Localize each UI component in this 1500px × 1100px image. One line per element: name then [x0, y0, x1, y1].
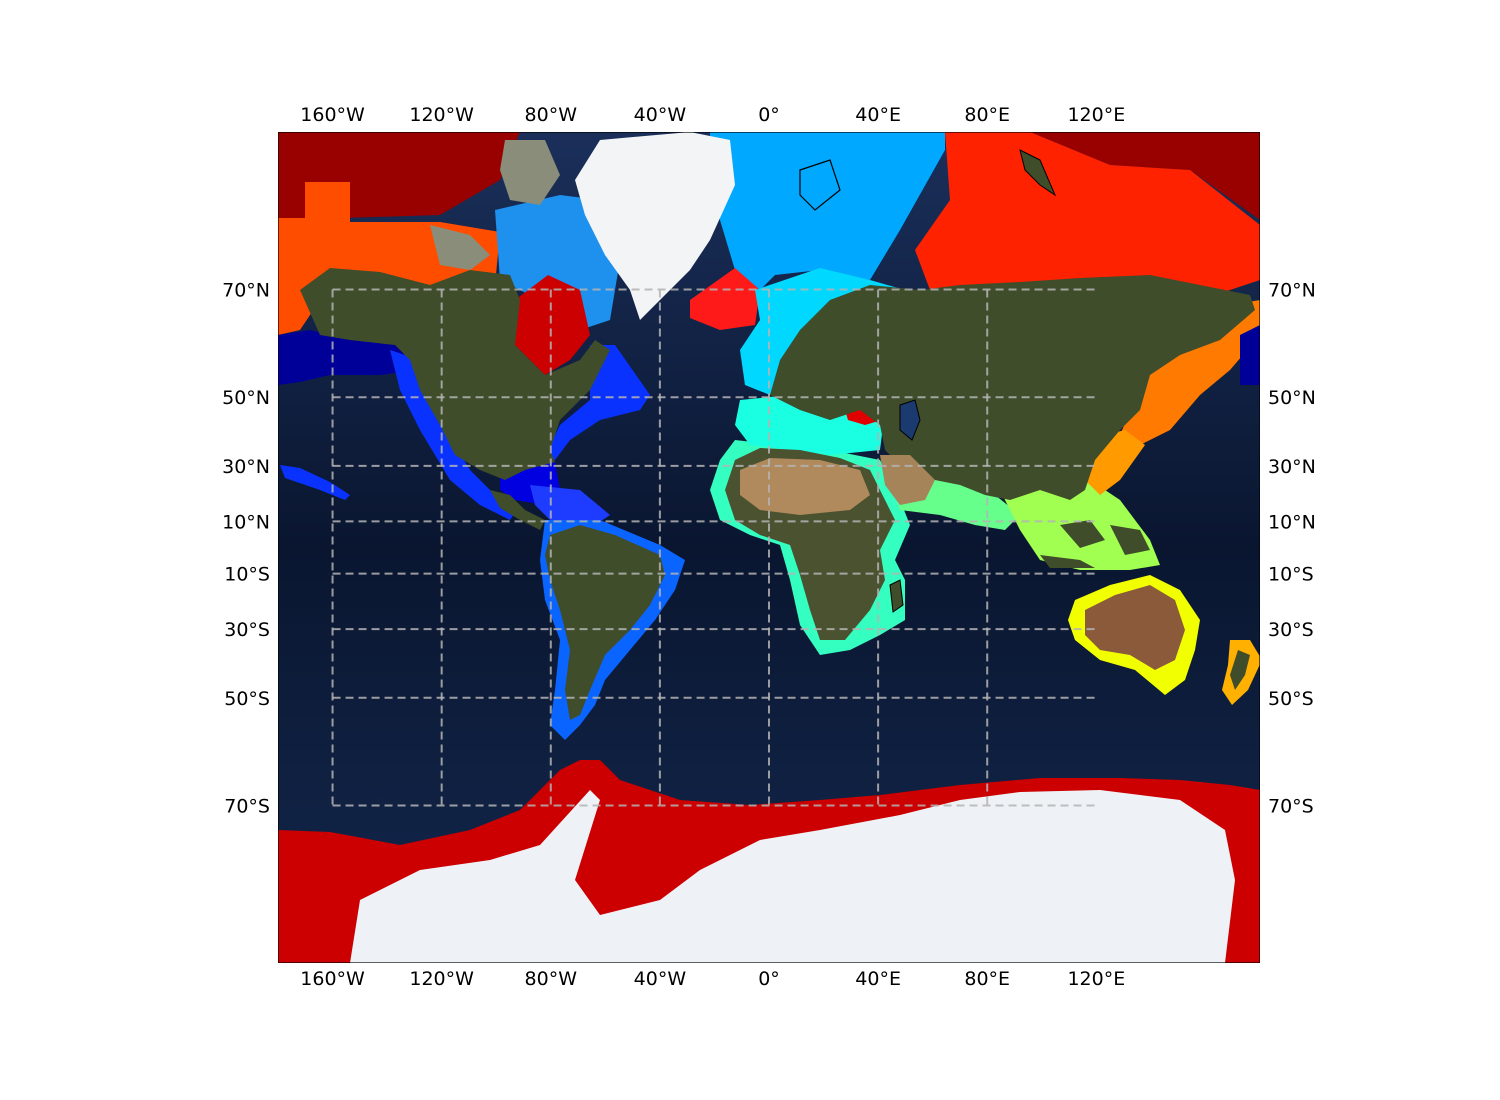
longitude-label: 160°W — [300, 968, 365, 990]
region-iceland-red — [690, 268, 760, 330]
longitude-label: 40°W — [634, 104, 687, 126]
longitude-label: 40°E — [855, 104, 901, 126]
latitude-label: 30°S — [224, 619, 270, 641]
land-eurasia — [770, 275, 1255, 500]
land-central-america — [490, 490, 545, 530]
longitude-labels-bottom: 160°W 120°W 80°W 40°W 0° 40°E 80°E 120°E — [300, 968, 1125, 990]
latitude-label: 70°S — [224, 796, 270, 818]
region-north-pacific-navy — [278, 330, 420, 385]
latitude-label: 10°S — [224, 564, 270, 586]
longitude-label: 120°E — [1067, 104, 1125, 126]
longitude-label: 80°E — [964, 968, 1010, 990]
longitude-label: 0° — [758, 968, 780, 990]
longitude-label: 160°W — [300, 104, 365, 126]
land-arabia-desert — [880, 455, 935, 505]
region-us-eastcoast-blue — [545, 345, 650, 460]
land-southeast-asia-islands — [1040, 520, 1150, 568]
latitude-labels-right: 70°N 50°N 30°N 10°N 10°S 30°S 50°S 70°S — [1268, 279, 1316, 817]
land-antarctica-ice — [350, 790, 1235, 963]
longitude-label: 120°E — [1067, 968, 1125, 990]
region-north-pacific-navy-east — [1240, 325, 1260, 385]
latitude-label: 30°N — [1268, 456, 1316, 478]
land-australia — [1085, 585, 1185, 670]
water-caspian-sea — [899, 399, 921, 441]
land-greenland-ice — [575, 132, 735, 320]
longitude-label: 80°W — [525, 968, 578, 990]
region-greenland-sea-sky — [710, 132, 945, 290]
land-svalbard — [799, 159, 841, 211]
land-arctic-islands — [430, 140, 560, 270]
region-alaska-bering-orange — [278, 182, 500, 335]
region-canadian-archipelago-blue — [495, 195, 620, 330]
latitude-labels-left: 70°N 50°N 30°N 10°N 10°S 30°S 50°S 70°S — [222, 279, 270, 817]
region-arctic-dark-red-east — [1030, 132, 1260, 220]
latitude-label: 10°N — [222, 511, 270, 533]
longitude-label: 120°W — [409, 104, 474, 126]
region-hudson-bay-red — [515, 275, 590, 375]
latitude-label: 30°N — [222, 456, 270, 478]
latitude-label: 50°S — [224, 688, 270, 710]
region-siberia-red — [915, 132, 1260, 300]
longitude-label: 80°W — [525, 104, 578, 126]
land-new-zealand — [1230, 650, 1250, 690]
latitude-label: 10°S — [1268, 564, 1314, 586]
longitude-label: 80°E — [964, 104, 1010, 126]
land-north-america — [300, 268, 610, 480]
land-sahara-desert — [740, 458, 870, 515]
latitude-label: 50°S — [1268, 688, 1314, 710]
latitude-label: 50°N — [1268, 387, 1316, 409]
graticule — [331, 288, 1097, 807]
latitude-label: 70°N — [1268, 279, 1316, 301]
longitude-label: 120°W — [409, 968, 474, 990]
longitude-label: 40°W — [634, 968, 687, 990]
latitude-label: 50°N — [222, 387, 270, 409]
longitude-labels-top: 160°W 120°W 80°W 40°W 0° 40°E 80°E 120°E — [300, 104, 1125, 126]
longitude-label: 40°E — [855, 968, 901, 990]
latitude-label: 30°S — [1268, 619, 1314, 641]
land-novaya-zemlya — [1019, 149, 1057, 197]
latitude-label: 70°N — [222, 279, 270, 301]
latitude-label: 10°N — [1268, 511, 1316, 533]
longitude-label: 0° — [758, 104, 780, 126]
latitude-label: 70°S — [1268, 796, 1314, 818]
land-madagascar — [889, 579, 904, 613]
